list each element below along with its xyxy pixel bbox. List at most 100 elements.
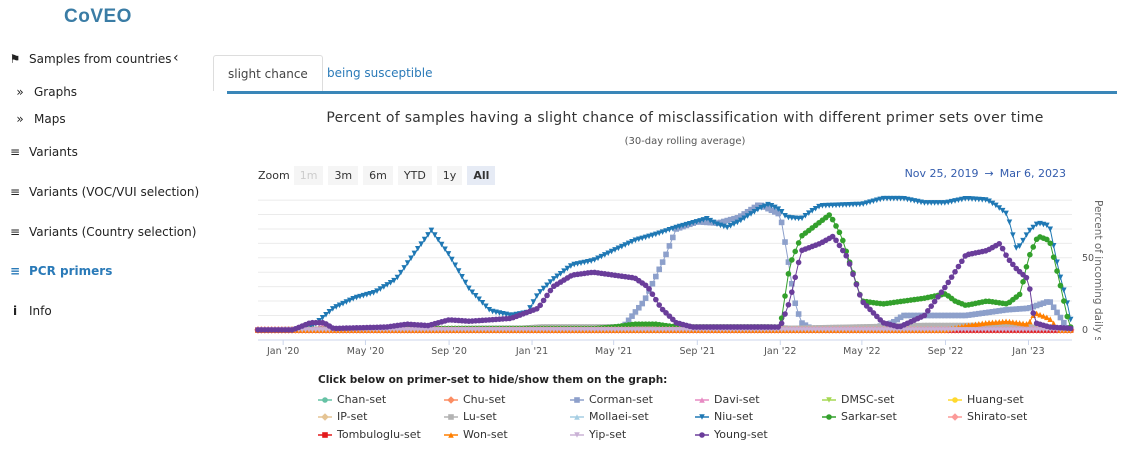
legend-item-ip-set[interactable]: IP-set [318,410,367,423]
sidebar-item-maps[interactable]: » Maps [12,112,66,126]
data-point-corman-set [993,308,999,315]
zoom-ytd-button[interactable]: YTD [397,166,432,185]
data-point-corman-set [748,206,754,213]
circle-marker-icon [822,413,836,420]
data-point-young-set [1067,325,1074,332]
data-point-niu-set [1006,219,1013,226]
data-point-young-set [928,303,935,309]
range-to-input[interactable]: Mar 6, 2023 [999,167,1066,180]
data-point-niu-set [734,219,741,226]
data-point-corman-set [979,310,986,317]
legend-item-sarkar-set[interactable]: Sarkar-set [822,410,897,423]
data-point-young-set [778,320,785,327]
data-point-young-set [833,237,839,244]
data-point-corman-set [724,217,731,224]
chevron-left-icon[interactable]: ‹ [173,50,179,66]
data-point-niu-set [598,253,605,260]
data-point-niu-set [656,230,663,237]
sidebar-item-variants-voc-vui[interactable]: ≡ Variants (VOC/VUI selection) [7,185,199,199]
data-point-sarkar-set [782,293,788,299]
data-point-niu-set [619,243,625,250]
x-tick-label: May '20 [347,346,384,357]
diamond-marker-icon [318,412,332,421]
legend-item-chan-set[interactable]: Chan-set [318,393,386,406]
legend-label: Sarkar-set [841,410,897,423]
data-point-niu-set [806,210,812,216]
data-point-niu-set [768,202,775,209]
data-point-niu-set [547,279,554,285]
legend-item-mollaei-set[interactable]: Mollaei-set [570,410,649,423]
legend-item-niu-set[interactable]: Niu-set [695,410,753,423]
data-point-niu-set [693,219,700,225]
data-point-sarkar-set [1016,291,1023,298]
data-point-corman-set [925,312,931,319]
data-point-niu-set [374,288,380,294]
legend-label: Young-set [714,428,768,441]
data-point-niu-set [710,219,717,226]
tab-being-susceptible[interactable]: being susceptible [327,66,433,80]
map-icon: ⚑ [9,52,21,66]
data-point-niu-set [466,285,472,292]
data-point-sarkar-set [1054,268,1060,274]
legend-item-yip-set[interactable]: Yip-set [570,428,626,441]
data-point-niu-set [761,203,768,210]
data-point-young-set [1030,310,1037,316]
data-point-young-set [925,308,931,314]
square-marker-icon [570,396,584,403]
data-point-niu-set [445,251,452,257]
data-point-sarkar-set [1030,244,1037,250]
sidebar-item-variants[interactable]: ≡ Variants [7,145,78,159]
data-point-niu-set [772,204,778,211]
data-point-young-set [843,252,850,259]
data-point-niu-set [459,274,465,280]
sidebar-item-label: Maps [34,112,66,126]
zoom-all-button[interactable]: All [467,166,496,185]
x-tick-label: Sep '22 [928,346,964,357]
data-point-niu-set [401,265,408,271]
legend-item-chu-set[interactable]: Chu-set [444,393,505,406]
data-point-corman-set [802,322,809,328]
zoom-3m-button[interactable]: 3m [328,166,359,185]
legend-item-young-set[interactable]: Young-set [695,428,768,441]
zoom-label: Zoom [258,169,290,182]
legend-item-davi-set[interactable]: Davi-set [695,393,760,406]
legend-item-huang-set[interactable]: Huang-set [948,393,1024,406]
data-point-niu-set [561,268,567,274]
x-tick-label: Jan '23 [1011,346,1044,357]
legend-item-shirato-set[interactable]: Shirato-set [948,410,1027,423]
data-point-niu-set [571,261,578,268]
app-logo[interactable]: CoVEO [64,6,132,27]
legend-label: Niu-set [714,410,754,423]
data-point-niu-set [653,231,659,238]
data-point-corman-set [775,210,782,217]
legend-item-tombuloglu-set[interactable]: Tombuloglu-set [318,428,421,441]
data-point-niu-set [364,291,370,298]
sidebar-item-graphs[interactable]: » Graphs [12,85,77,99]
sidebar-item-info[interactable]: i Info [7,304,52,318]
tab-slight-chance[interactable]: slight chance [213,55,323,91]
sidebar-item-samples-from-countries[interactable]: ⚑ Samples from countries [7,52,172,66]
zoom-1y-button[interactable]: 1y [436,166,463,185]
data-point-young-set [857,292,863,298]
legend-label: DMSC-set [841,393,895,406]
legend-item-corman-set[interactable]: Corman-set [570,393,653,406]
sidebar-item-label: Variants [29,145,78,159]
data-point-niu-set [469,289,476,296]
legend-item-dmsc-set[interactable]: DMSC-set [822,393,894,406]
legend-item-won-set[interactable]: Won-set [444,428,508,441]
data-point-niu-set [955,197,962,204]
data-point-corman-set [1057,314,1064,321]
data-point-niu-set [602,252,608,258]
sidebar-item-variants-country[interactable]: ≡ Variants (Country selection) [7,225,196,239]
data-point-niu-set [659,229,666,235]
legend-item-lu-set[interactable]: Lu-set [444,410,497,423]
data-point-niu-set [387,279,394,286]
line-chart: Jan '20 May '20 Sep '20 Jan '21 May '21 Sep '… [254,195,1094,357]
data-point-niu-set [486,306,493,313]
sidebar-item-pcr-primers[interactable]: ≡ PCR primers [7,264,112,278]
zoom-6m-button[interactable]: 6m [363,166,393,185]
data-point-niu-set [1027,227,1033,234]
data-point-won-set [1020,320,1026,327]
zoom-1m-button[interactable]: 1m [293,166,324,185]
range-from-input[interactable]: Nov 25, 2019 [904,167,979,180]
